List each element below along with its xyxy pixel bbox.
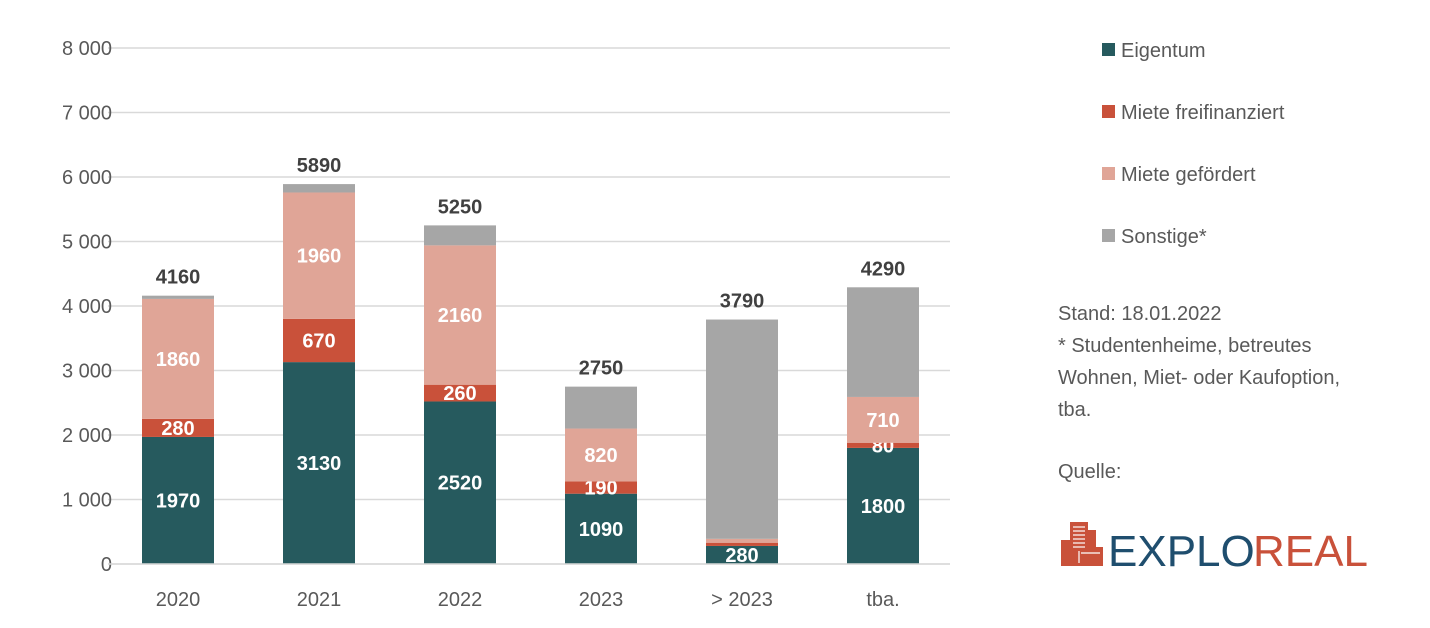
bar-segment-miete-gef-rdert (706, 538, 778, 543)
bar-segment-eigentum (565, 493, 637, 564)
data-label: 280 (725, 545, 758, 567)
y-tick-label: 2 000 (62, 425, 112, 447)
bar-group: 1970 280 1860 4160 2020 (142, 267, 214, 611)
source-label: Quelle: (1058, 461, 1121, 483)
legend-swatch (1102, 105, 1115, 118)
bar-segment-miete-freifinanziert (424, 384, 496, 402)
bar-segment-miete-gef-rdert (142, 298, 214, 419)
notes: Stand: 18.01.2022 * Studentenheime, betr… (1058, 303, 1340, 483)
data-label: 710 (866, 410, 899, 432)
data-label: 1970 (156, 490, 201, 512)
logo-text-real: REAL (1253, 527, 1368, 576)
y-tick-label: 6 000 (62, 167, 112, 189)
legend-label: Miete gefördert (1121, 164, 1256, 186)
bar-segment-miete-freifinanziert (283, 318, 355, 363)
y-tick-label: 8 000 (62, 38, 112, 60)
bar-segment-miete-gef-rdert (424, 245, 496, 385)
total-label: 4290 (861, 258, 906, 280)
bar-segment-eigentum (847, 447, 919, 564)
data-label: 1960 (297, 246, 342, 268)
legend-item: Eigentum (1102, 40, 1206, 62)
exploreal-logo: EXPLO REAL (1061, 522, 1368, 576)
footnote-line: Wohnen, Miet- oder Kaufoption, (1058, 367, 1340, 389)
x-tick-label: 2022 (438, 589, 483, 611)
data-label: 1860 (156, 349, 201, 371)
legend-swatch (1102, 43, 1115, 56)
bar-segment-miete-gef-rdert (565, 428, 637, 482)
legend-label: Sonstige* (1121, 226, 1207, 248)
bar-group: 1090 190 820 2750 2023 (565, 358, 637, 611)
legend-swatch (1102, 229, 1115, 242)
total-label: 5890 (297, 155, 342, 177)
data-label: 2160 (438, 305, 483, 327)
data-label: 280 (161, 418, 194, 440)
x-tick-label: 2023 (579, 589, 624, 611)
legend-label: Eigentum (1121, 40, 1206, 62)
data-label: 2520 (438, 473, 483, 495)
bar-segment-eigentum (142, 436, 214, 564)
data-label: 260 (443, 383, 476, 405)
bar-group: 28050603790> 2023 (706, 291, 778, 611)
data-label: 1800 (861, 496, 906, 518)
bar-segment-eigentum (283, 362, 355, 564)
y-tick-label: 7 000 (62, 103, 112, 125)
bar-segment-sonstige- (706, 319, 778, 539)
bar-segment-sonstige- (424, 225, 496, 246)
x-tick-label: > 2023 (711, 589, 773, 611)
data-label: 190 (584, 478, 617, 500)
bar-group: 2520 260 2160 5250 2022 (424, 196, 496, 611)
x-tick-label: 2021 (297, 589, 342, 611)
bar-segment-eigentum (424, 401, 496, 564)
y-tick-label: 3 000 (62, 361, 112, 383)
y-tick-label: 0 (101, 554, 112, 576)
total-label: 5250 (438, 196, 483, 218)
footnote-line: * Studentenheime, betreutes (1058, 335, 1312, 357)
y-tick-label: 1 000 (62, 490, 112, 512)
logo-text-explo: EXPLO (1108, 527, 1255, 576)
bar-segment-sonstige- (847, 287, 919, 397)
total-label: 3790 (720, 291, 765, 313)
building-icon (1061, 522, 1103, 566)
bar-segment-sonstige- (283, 184, 355, 193)
legend-item: Miete freifinanziert (1102, 102, 1285, 124)
bar-segment-miete-freifinanziert (565, 481, 637, 494)
total-label: 4160 (156, 267, 201, 289)
bar-segment-sonstige- (565, 386, 637, 429)
x-tick-label: tba. (866, 589, 899, 611)
bar-group: 3130 670 1960 5890 2021 (283, 155, 355, 611)
legend-item: Miete gefördert (1102, 164, 1256, 186)
data-label: 1090 (579, 519, 624, 541)
y-tick-label: 5 000 (62, 232, 112, 254)
footnote-line: tba. (1058, 399, 1091, 421)
bar-segment-miete-gef-rdert (847, 396, 919, 443)
bar-segment-eigentum (706, 545, 778, 564)
bar-segment-miete-gef-rdert (283, 192, 355, 319)
bar-segment-sonstige- (142, 295, 214, 299)
x-tick-label: 2020 (156, 589, 201, 611)
legend-swatch (1102, 167, 1115, 180)
data-label: 3130 (297, 453, 342, 475)
bar-segment-miete-freifinanziert (142, 418, 214, 437)
stand-date: Stand: 18.01.2022 (1058, 303, 1221, 325)
total-label: 2750 (579, 358, 624, 380)
data-label: 670 (302, 331, 335, 353)
y-tick-label: 4 000 (62, 296, 112, 318)
bar-segment-miete-freifinanziert (847, 442, 919, 448)
legend-item: Sonstige* (1102, 226, 1207, 248)
legend-label: Miete freifinanziert (1121, 102, 1285, 124)
bar-segment-miete-freifinanziert (706, 542, 778, 546)
data-label: 820 (584, 445, 617, 467)
